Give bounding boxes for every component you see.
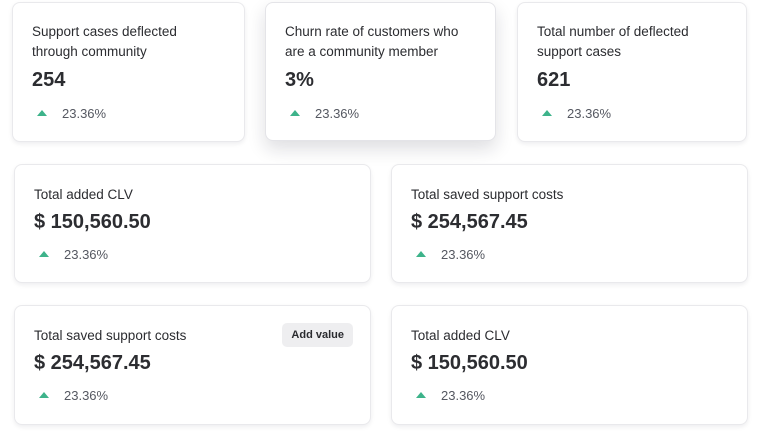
metric-value: 254 — [32, 69, 66, 91]
metric-label: Total added CLV — [34, 187, 133, 202]
trend-up-icon — [542, 110, 552, 116]
metric-label: Total added CLV — [411, 328, 510, 343]
trend-percentage: 23.36% — [567, 105, 612, 121]
trend-up-icon — [37, 110, 47, 116]
metric-label: Support cases deflected through community — [32, 24, 177, 59]
metric-value: $ 150,560.50 — [411, 352, 528, 374]
trend-percentage: 23.36% — [441, 387, 486, 403]
trend-up-icon — [39, 392, 49, 398]
trend-up-icon — [39, 251, 49, 257]
metric-card-total-saved-support-costs-editable: Total saved support costs Add value $ 25… — [14, 305, 371, 425]
metric-card-total-deflected-cases: Total number of deflected support cases 6… — [517, 2, 747, 142]
metric-trend: 23.36% — [285, 104, 359, 122]
add-value-button[interactable]: Add value — [282, 323, 353, 347]
trend-up-icon — [416, 392, 426, 398]
metric-label: Total saved support costs — [34, 328, 187, 343]
metric-trend: 23.36% — [411, 386, 485, 404]
trend-up-icon — [416, 251, 426, 257]
metric-label: Churn rate of customers who are a communi… — [285, 24, 459, 59]
metric-value: 621 — [537, 69, 571, 91]
metric-trend: 23.36% — [34, 386, 108, 404]
metric-card-total-added-clv: Total added CLV $ 150,560.50 23.36% — [14, 164, 371, 283]
metric-value: $ 254,567.45 — [411, 211, 528, 233]
trend-percentage: 23.36% — [64, 387, 109, 403]
metric-value: $ 150,560.50 — [34, 211, 151, 233]
metric-trend: 23.36% — [32, 104, 106, 122]
trend-up-icon — [290, 110, 300, 116]
metric-trend: 23.36% — [537, 104, 611, 122]
metric-card-total-saved-support-costs: Total saved support costs $ 254,567.45 2… — [391, 164, 748, 283]
metric-card-total-added-clv-2: Total added CLV $ 150,560.50 23.36% — [391, 305, 748, 425]
metric-label: Total saved support costs — [411, 187, 564, 202]
metric-value: $ 254,567.45 — [34, 352, 151, 374]
metric-label: Total number of deflected support cases — [537, 24, 689, 59]
metric-card-churn-rate: Churn rate of customers who are a communi… — [265, 2, 496, 141]
trend-percentage: 23.36% — [315, 105, 360, 121]
metric-trend: 23.36% — [34, 245, 108, 263]
trend-percentage: 23.36% — [62, 105, 107, 121]
trend-percentage: 23.36% — [441, 246, 486, 262]
metric-card-support-cases-deflected: Support cases deflected through community… — [12, 2, 245, 142]
trend-percentage: 23.36% — [64, 246, 109, 262]
metric-trend: 23.36% — [411, 245, 485, 263]
metric-value: 3% — [285, 69, 314, 91]
